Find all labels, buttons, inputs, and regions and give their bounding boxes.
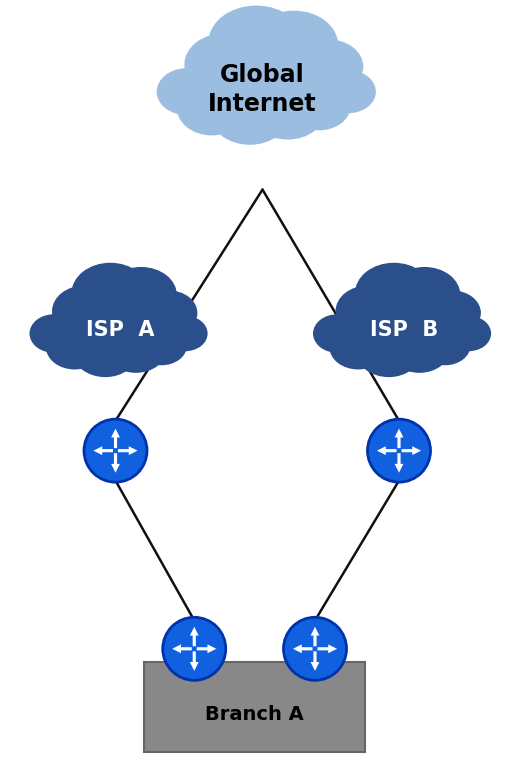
FancyArrow shape — [318, 644, 337, 653]
Text: ISP  A: ISP A — [87, 320, 155, 340]
Ellipse shape — [363, 292, 445, 357]
FancyArrow shape — [172, 644, 192, 653]
Ellipse shape — [293, 40, 363, 94]
Ellipse shape — [105, 267, 177, 323]
Ellipse shape — [388, 267, 460, 323]
FancyArrow shape — [118, 446, 138, 455]
Ellipse shape — [156, 68, 217, 115]
FancyArrow shape — [93, 446, 113, 455]
Ellipse shape — [424, 291, 481, 336]
Ellipse shape — [140, 291, 197, 336]
Ellipse shape — [209, 82, 290, 145]
Ellipse shape — [208, 5, 304, 80]
Ellipse shape — [419, 325, 471, 365]
FancyArrow shape — [395, 429, 403, 448]
Ellipse shape — [29, 314, 79, 353]
Ellipse shape — [320, 70, 376, 113]
FancyArrow shape — [197, 644, 216, 653]
Ellipse shape — [388, 325, 450, 373]
Ellipse shape — [177, 81, 247, 135]
Ellipse shape — [84, 419, 147, 483]
Ellipse shape — [218, 42, 319, 120]
FancyArrow shape — [395, 453, 403, 472]
Ellipse shape — [250, 81, 326, 140]
Ellipse shape — [80, 292, 162, 357]
Ellipse shape — [163, 617, 226, 681]
FancyArrow shape — [190, 651, 198, 671]
FancyArrow shape — [190, 627, 198, 646]
Ellipse shape — [250, 11, 338, 79]
Text: Branch A: Branch A — [205, 706, 304, 724]
Ellipse shape — [288, 82, 351, 131]
Ellipse shape — [52, 285, 118, 337]
FancyArrow shape — [111, 453, 120, 472]
Ellipse shape — [284, 617, 346, 681]
Ellipse shape — [355, 263, 433, 324]
Ellipse shape — [356, 326, 422, 377]
Text: ISP  B: ISP B — [370, 320, 438, 340]
Ellipse shape — [136, 325, 187, 365]
Text: Global
Internet: Global Internet — [208, 62, 317, 117]
Ellipse shape — [329, 325, 387, 369]
Ellipse shape — [72, 326, 138, 377]
FancyArrow shape — [311, 627, 319, 646]
FancyArrow shape — [377, 446, 396, 455]
Ellipse shape — [46, 325, 103, 369]
Ellipse shape — [105, 325, 167, 373]
Ellipse shape — [313, 314, 362, 353]
Ellipse shape — [335, 285, 401, 337]
FancyArrow shape — [402, 446, 421, 455]
Ellipse shape — [446, 315, 491, 351]
Ellipse shape — [368, 419, 430, 483]
Bar — [144, 662, 365, 752]
Ellipse shape — [163, 315, 208, 351]
FancyArrow shape — [311, 651, 319, 671]
FancyArrow shape — [293, 644, 312, 653]
Ellipse shape — [71, 263, 149, 324]
FancyArrow shape — [111, 429, 120, 448]
Ellipse shape — [184, 33, 265, 96]
